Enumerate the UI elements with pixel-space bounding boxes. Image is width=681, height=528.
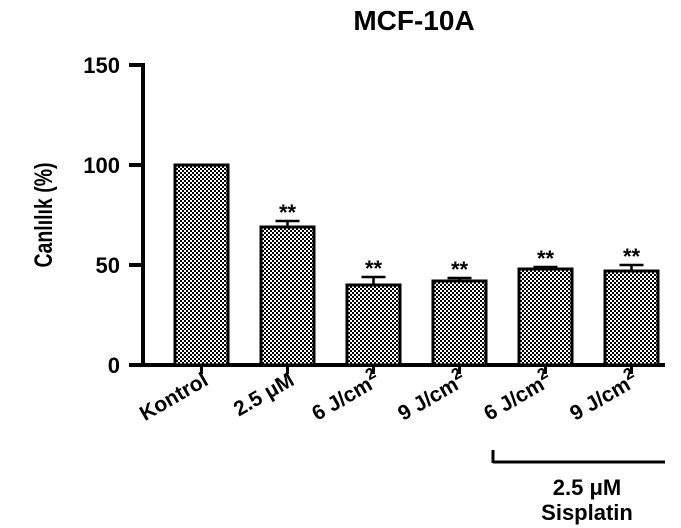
- significance-label: **: [537, 246, 555, 271]
- significance-label: **: [279, 200, 297, 225]
- x-tick-label: 9 J/cm2: [392, 365, 470, 426]
- y-ticks: 0 50 100 150: [83, 53, 143, 378]
- y-tick-label: 150: [83, 53, 120, 78]
- significance-label: **: [365, 256, 383, 281]
- bars: ** ** ** ** **: [173, 163, 660, 367]
- x-tick-labels: Kontrol 2.5 μM 6 J/cm2 9 J/cm2 6 J/cm2 9 J/cm…: [136, 365, 642, 426]
- bar: [259, 225, 316, 367]
- x-tick-label: 9 J/cm2: [564, 365, 642, 426]
- significance-label: **: [451, 257, 469, 282]
- y-tick-label: 0: [108, 353, 120, 378]
- y-tick-label: 100: [83, 153, 120, 178]
- x-tick-label: Kontrol: [136, 368, 212, 425]
- chart-title: MCF-10A: [353, 5, 474, 36]
- x-tick-label: 6 J/cm2: [478, 365, 556, 426]
- bar: [431, 279, 488, 367]
- y-axis-label: Canlılık (%): [30, 162, 58, 267]
- y-tick-label: 50: [96, 253, 120, 278]
- bar: [603, 269, 660, 367]
- bar: [517, 267, 574, 367]
- bar: [173, 163, 230, 367]
- group-label-line1: 2.5 μM: [553, 475, 621, 500]
- x-tick-label: 2.5 μM: [230, 368, 298, 421]
- significance-label: **: [623, 244, 641, 269]
- x-tick-label: 6 J/cm2: [306, 365, 384, 426]
- group-label-line2: Sisplatin: [541, 500, 633, 525]
- bar: [345, 283, 402, 367]
